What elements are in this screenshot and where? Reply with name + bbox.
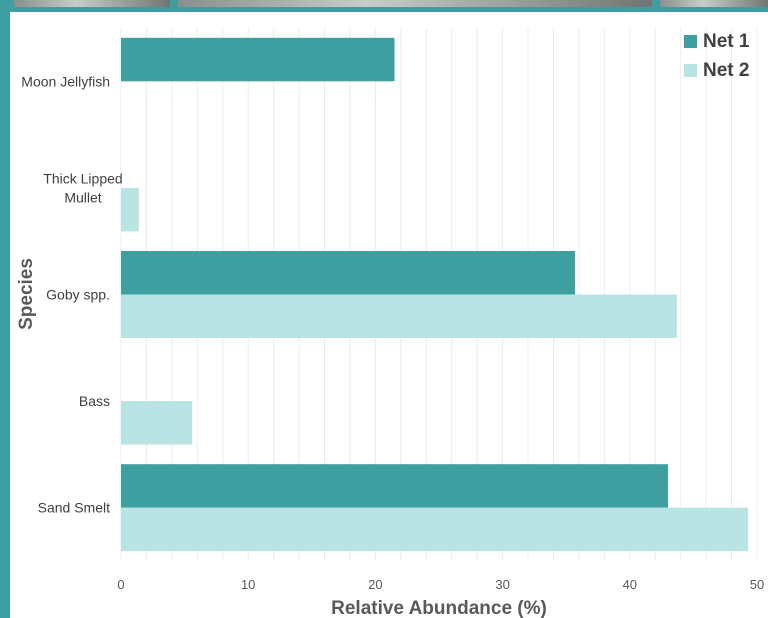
legend-label: Net 1 — [703, 31, 750, 52]
bar-net-2 — [121, 401, 193, 445]
category-label: Sand Smelt — [38, 500, 110, 516]
category-label: Thick Lipped Mullet — [43, 170, 122, 205]
y-axis-title: Species — [16, 258, 37, 330]
x-tick-label: 20 — [368, 577, 382, 592]
category-label: Bass — [79, 393, 110, 409]
top-frame-strip — [0, 0, 768, 12]
bar-net-2 — [121, 294, 677, 338]
bar-net-1 — [121, 464, 668, 508]
category-label: Moon Jellyfish — [21, 73, 110, 89]
x-tick-label: 10 — [241, 577, 255, 592]
category-labels: Moon Jellyfish Thick Lipped Mullet Goby spp… — [21, 73, 122, 515]
x-tick-labels: 0 10 20 30 40 50 — [117, 577, 764, 592]
x-tick-label: 40 — [623, 577, 637, 592]
legend: Net 1 Net 2 — [684, 31, 750, 81]
x-axis-title: Relative Abundance (%) — [331, 598, 547, 618]
legend-swatch — [684, 64, 697, 77]
x-tick-label: 30 — [495, 577, 509, 592]
bar-net-1 — [121, 37, 395, 82]
bar-net-2 — [121, 507, 749, 552]
x-tick-label: 0 — [117, 577, 124, 592]
left-frame-bar — [0, 12, 10, 618]
bars — [121, 37, 749, 552]
photo-strip-right — [660, 0, 768, 7]
photo-strip-left — [14, 0, 170, 7]
legend-label: Net 2 — [703, 60, 749, 81]
x-tick-label: 50 — [750, 577, 764, 592]
bar-net-1 — [121, 251, 576, 295]
bar-net-2 — [121, 187, 139, 232]
category-label: Goby spp. — [46, 287, 110, 303]
legend-swatch — [684, 35, 697, 48]
photo-strip-center — [178, 0, 652, 7]
